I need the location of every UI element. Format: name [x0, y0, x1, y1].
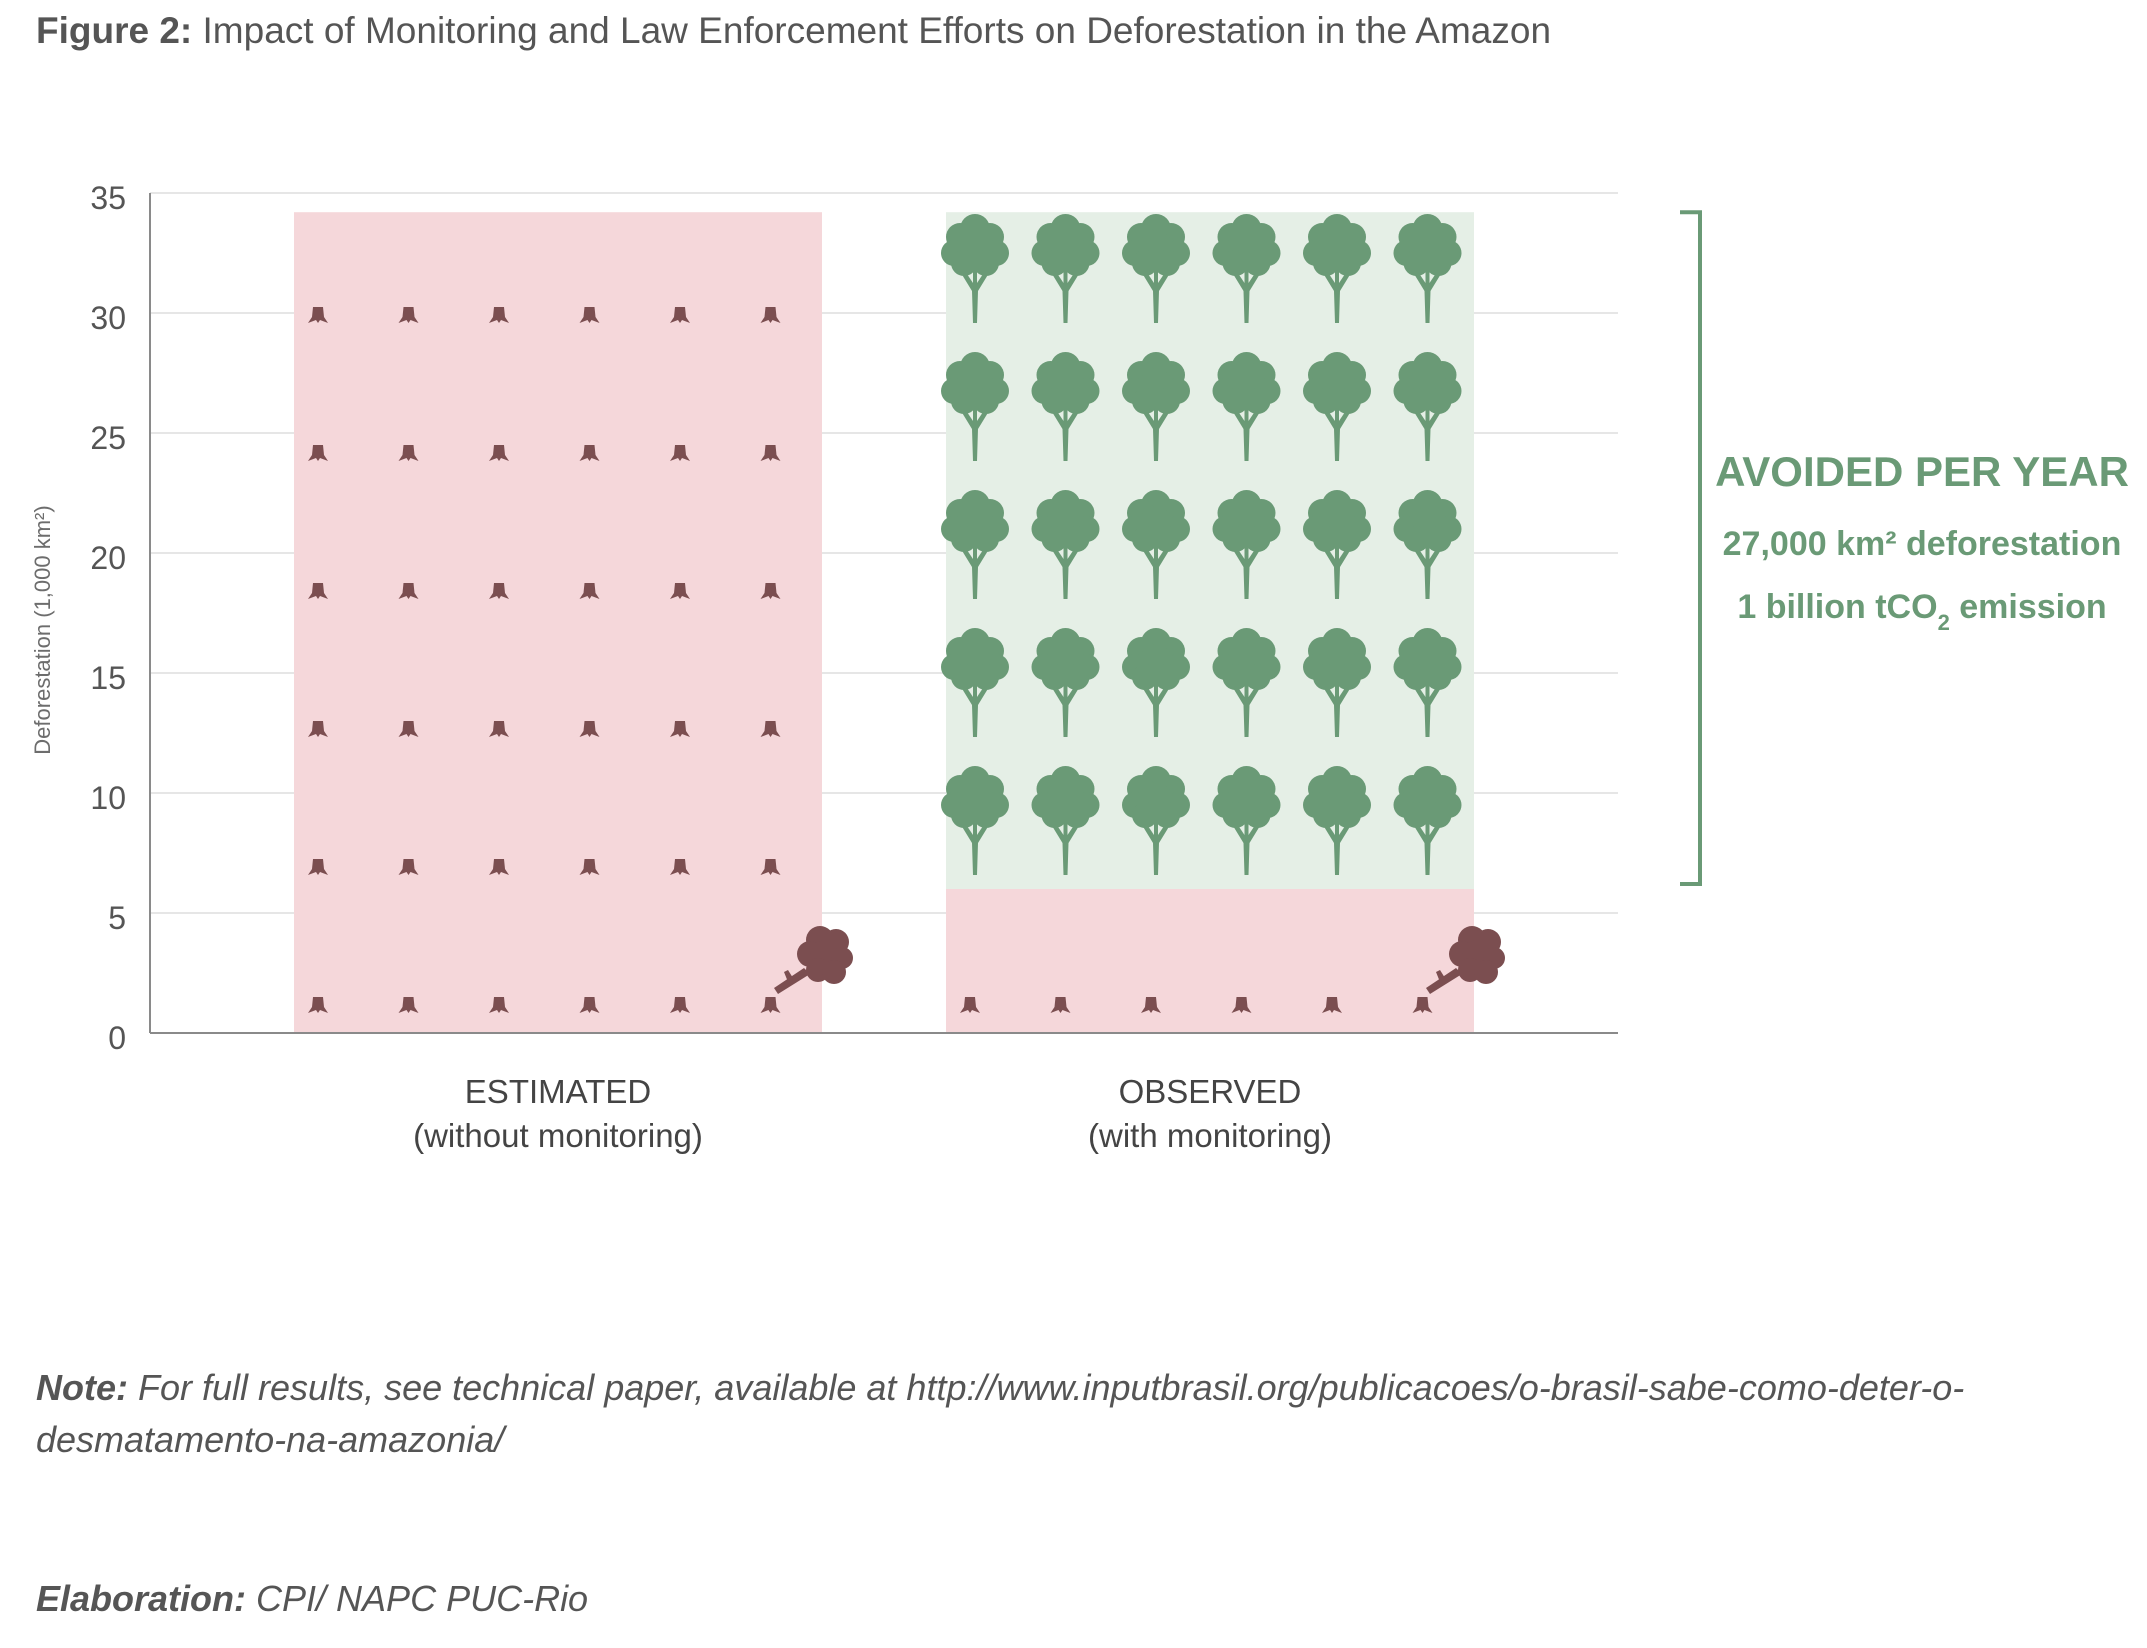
elaboration-label: Elaboration:	[36, 1578, 247, 1619]
y-tick-label: 35	[90, 180, 126, 216]
note: Note: For full results, see technical pa…	[36, 1362, 2116, 1466]
bar-observed-deforested	[946, 889, 1474, 1033]
elaboration: Elaboration: CPI/ NAPC PUC-Rio	[36, 1578, 588, 1620]
x-category-label: ESTIMATED	[465, 1073, 651, 1110]
elaboration-text: CPI/ NAPC PUC-Rio	[256, 1578, 589, 1619]
bar-estimated	[294, 212, 822, 1033]
y-tick-label: 20	[90, 540, 126, 576]
avoided-line-2-main: 1 billion tCO	[1737, 588, 1937, 626]
bars	[294, 212, 1474, 1033]
avoided-line-1: 27,000 km² deforestation	[1723, 525, 2122, 563]
y-axis-label: Deforestation (1,000 km²)	[30, 505, 55, 754]
note-label: Note:	[36, 1367, 128, 1408]
avoided-heading: AVOIDED PER YEAR	[1715, 448, 2129, 495]
note-text: For full results, see technical paper, a…	[36, 1367, 1965, 1460]
x-category-sublabel: (without monitoring)	[413, 1117, 703, 1154]
y-tick-label: 5	[108, 900, 126, 936]
y-tick-label: 0	[108, 1020, 126, 1056]
avoided-annotation: AVOIDED PER YEAR 27,000 km² deforestatio…	[1680, 210, 2129, 886]
figure-label: Figure 2:	[36, 10, 193, 51]
x-category-label: OBSERVED	[1119, 1073, 1302, 1110]
bar-observed-avoided	[946, 212, 1474, 889]
x-axis-labels: ESTIMATED (without monitoring) OBSERVED (wi…	[413, 1073, 1332, 1154]
y-tick-label: 25	[90, 420, 126, 456]
figure-title: Figure 2: Impact of Monitoring and Law E…	[36, 10, 1551, 52]
avoided-line-2: 1 billion tCO2 emission	[1737, 588, 2106, 635]
avoided-line-2-end: emission	[1950, 588, 2107, 626]
axes: 0 5 10 15 20 25 30 35	[90, 180, 1618, 1056]
figure-title-text: Impact of Monitoring and Law Enforcement…	[202, 10, 1552, 51]
y-tick-label: 15	[90, 660, 126, 696]
y-tick-label: 10	[90, 780, 126, 816]
avoided-line-2-sub: 2	[1938, 610, 1950, 635]
y-tick-label: 30	[90, 300, 126, 336]
x-category-sublabel: (with monitoring)	[1088, 1117, 1332, 1154]
avoided-bracket	[1680, 210, 1702, 886]
